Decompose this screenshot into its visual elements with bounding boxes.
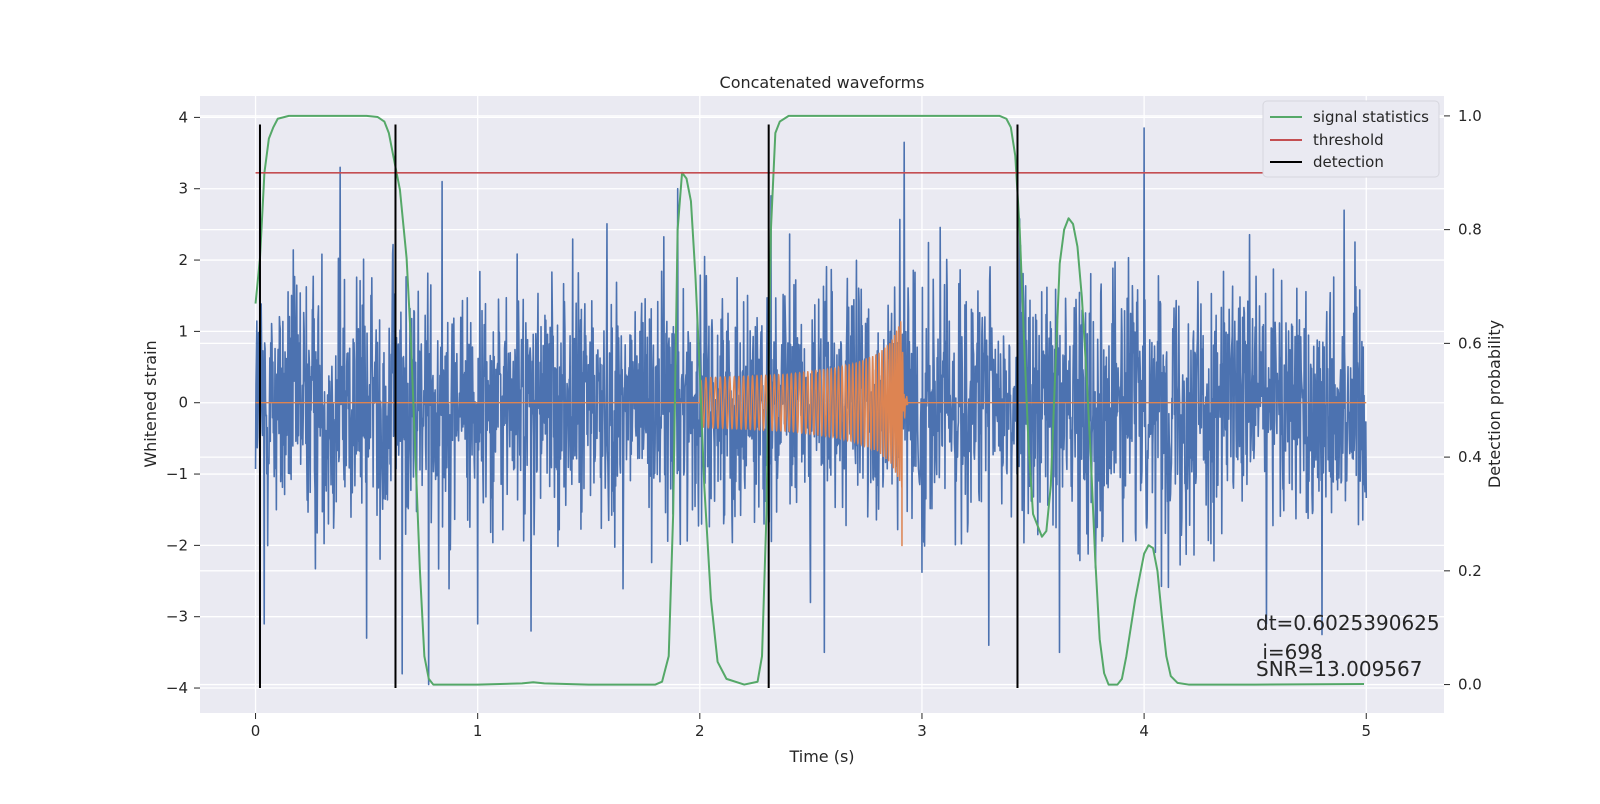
annotation-index: i=698 — [1256, 640, 1323, 664]
x-tick-label: 2 — [695, 722, 705, 740]
y-left-tick-label: 2 — [178, 251, 188, 269]
y-left-tick-label: 0 — [178, 394, 188, 412]
template-line — [255, 321, 1367, 547]
x-tick-label: 4 — [1139, 722, 1149, 740]
x-tick-label: 0 — [251, 722, 261, 740]
x-tick-label: 5 — [1361, 722, 1371, 740]
y-right-tick-label: 0.4 — [1458, 448, 1482, 466]
annotation: dt=0.6025390625 i=698 SNR=13.009567 — [1256, 611, 1440, 681]
chart-title: Concatenated waveforms — [720, 73, 925, 92]
detection-series — [258, 124, 1019, 689]
legend-label-detection: detection — [1313, 153, 1384, 171]
signal-statistics-line — [254, 114, 1365, 686]
y-right-tick-label: 1.0 — [1458, 107, 1482, 125]
y-left-tick-label: −1 — [166, 465, 188, 483]
legend-label-threshold: threshold — [1313, 131, 1384, 149]
y-axis-label-left: Whitened strain — [141, 340, 160, 467]
ticks: 0 1 2 3 4 5 4 3 2 1 0 −1 −2 −3 −4 1.0 0.8 0.6 0.4 0.2 0.0 — [166, 107, 1482, 740]
template-series — [255, 321, 1367, 547]
y-left-tick-label: −3 — [166, 608, 188, 626]
y-right-tick-label: 0.2 — [1458, 562, 1482, 580]
y-left-tick-label: −2 — [166, 536, 188, 554]
annotation-dt: dt=0.6025390625 — [1256, 611, 1440, 635]
y-right-tick-label: 0.6 — [1458, 334, 1482, 352]
y-left-tick-label: −4 — [166, 679, 188, 697]
y-left-tick-label: 3 — [178, 180, 188, 198]
y-axis-label-right: Detection probability — [1485, 320, 1504, 488]
x-axis-label: Time (s) — [788, 747, 854, 766]
legend: signal statistics threshold detection — [1262, 100, 1440, 178]
signal-statistics-series — [254, 114, 1365, 686]
y-right-tick-label: 0.8 — [1458, 221, 1482, 239]
y-right-tick-label: 0.0 — [1458, 676, 1482, 694]
legend-label-signal-statistics: signal statistics — [1313, 108, 1429, 126]
annotation-snr: SNR=13.009567 — [1256, 657, 1422, 681]
y-left-tick-label: 1 — [178, 322, 188, 340]
x-tick-label: 3 — [917, 722, 927, 740]
y-left-tick-label: 4 — [178, 108, 188, 126]
legend-box — [1262, 100, 1440, 178]
x-tick-label: 1 — [473, 722, 483, 740]
